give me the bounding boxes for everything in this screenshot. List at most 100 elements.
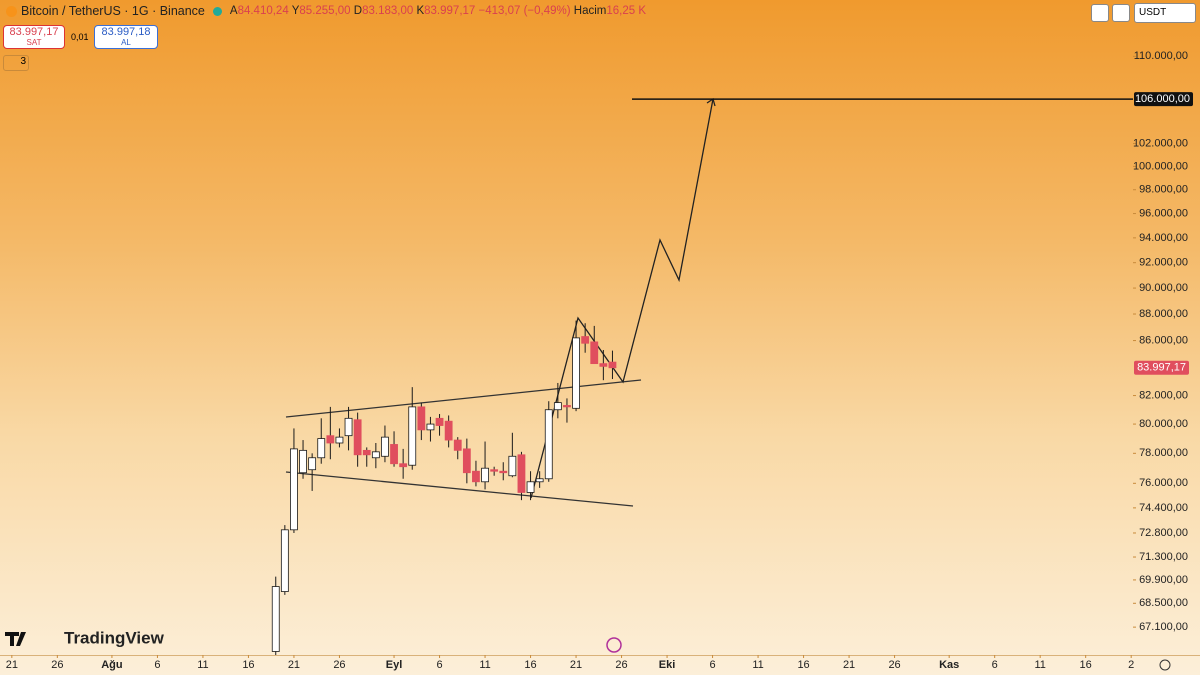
header: Bitcoin / TetherUS · 1G · Binance A84.41… — [6, 4, 646, 18]
screen-button[interactable] — [1112, 4, 1130, 22]
y-tick-label: 71.300,00 — [1139, 551, 1188, 563]
y-tick-label: 82.000,00 — [1139, 389, 1188, 401]
x-tick-label: Kas — [939, 659, 959, 671]
candle-body — [435, 417, 444, 426]
candle-body — [490, 469, 499, 472]
currency: USDT — [1139, 7, 1167, 18]
buy-button[interactable]: 83.997,18 AL — [94, 25, 158, 49]
projection-path — [530, 98, 714, 499]
ohlc-value: 84.410,24 — [237, 5, 289, 17]
candle-body — [462, 448, 471, 474]
candle-body — [472, 470, 480, 483]
x-tick-label: 16 — [1080, 659, 1092, 671]
buy-label: AL — [121, 38, 131, 47]
x-tick-label: 21 — [288, 659, 300, 671]
candle-body — [544, 409, 553, 480]
candle-body — [299, 449, 307, 474]
currency-select[interactable]: USDT — [1134, 3, 1196, 23]
x-tick-label: 11 — [752, 659, 763, 671]
x-tick-label: 21 — [6, 659, 18, 671]
ohlc: A84.410,24 Y85.255,00 D83.183,00 K83.997… — [230, 5, 646, 17]
x-tick-label: 6 — [709, 659, 715, 671]
indicators-count: 3 — [20, 56, 26, 67]
y-tick-label: 72.800,00 — [1139, 527, 1188, 539]
last-price-label: 83.997,17 — [1137, 362, 1186, 374]
y-tick-label: 92.000,00 — [1139, 257, 1188, 269]
x-tick-label: 11 — [1034, 659, 1045, 671]
x-tick-label: 26 — [615, 659, 627, 671]
candle-body — [308, 457, 317, 471]
x-tick-label: 16 — [242, 659, 254, 671]
symbol: Bitcoin / TetherUS · 1G · Binance — [21, 4, 205, 18]
candle-body — [526, 481, 535, 493]
y-tick-label: 96.000,00 — [1139, 207, 1188, 219]
sell-price: 83.997,17 — [9, 26, 59, 38]
candle-body — [317, 438, 326, 459]
x-tick-label: 6 — [436, 659, 442, 671]
buy-price: 83.997,18 — [101, 26, 151, 38]
ohlc-value: 83.997,17 — [424, 5, 476, 17]
candle-body — [381, 436, 389, 457]
y-tick-label: 110.000,00 — [1134, 50, 1188, 62]
download-button[interactable] — [1091, 4, 1109, 22]
candle-body — [426, 423, 435, 431]
candle-body — [344, 417, 353, 437]
candle-body — [453, 439, 462, 451]
candle-body — [499, 470, 508, 474]
volume-label: Hacim — [573, 5, 607, 17]
y-tick-label: 69.900,00 — [1139, 574, 1188, 586]
volume: 16,25 K — [606, 5, 647, 17]
candle-body — [608, 361, 617, 369]
y-tick-label: 76.000,00 — [1139, 477, 1188, 489]
x-tick-label: 6 — [154, 659, 160, 671]
candle-body — [271, 586, 280, 652]
ohlc-label: A — [229, 5, 238, 17]
change: −413,07 (−0,49%) — [478, 5, 571, 17]
x-tick-label: 21 — [843, 659, 855, 671]
x-tick-label: 11 — [479, 659, 490, 671]
y-tick-label: 90.000,00 — [1139, 282, 1188, 294]
candle-body — [417, 406, 426, 431]
candle-body — [599, 363, 608, 367]
candle-body — [444, 420, 453, 441]
settings-icon[interactable] — [1159, 659, 1171, 671]
x-tick-label: 26 — [888, 659, 900, 671]
y-tick-label: 78.000,00 — [1139, 447, 1188, 459]
y-tick-label: 102.000,00 — [1133, 137, 1188, 149]
candle-body — [290, 448, 298, 531]
ohlc-label: Y — [291, 5, 300, 17]
price-line-box — [1134, 92, 1193, 107]
ohlc-label: K — [416, 5, 425, 17]
x-tick-label: Ağu — [101, 659, 122, 671]
ohlc-label: D — [353, 5, 363, 17]
x-tick-label: Eyl — [386, 659, 403, 671]
y-tick-label: 68.500,00 — [1139, 597, 1188, 609]
brand: TradingView — [64, 628, 165, 647]
ohlc-value: 83.183,00 — [362, 5, 414, 17]
candle-body — [481, 467, 489, 483]
candle-body — [517, 454, 526, 493]
trend-line — [285, 471, 634, 507]
candle-body — [326, 435, 335, 444]
sell-button[interactable]: 83.997,17 SAT — [3, 25, 65, 49]
candle-body — [335, 436, 344, 444]
candle-body — [572, 337, 580, 409]
x-tick-label: Eki — [659, 659, 676, 671]
x-tick-label: 11 — [197, 659, 208, 671]
sell-label: SAT — [26, 38, 42, 47]
y-tick-label: 100.000,00 — [1133, 160, 1188, 172]
spread: 0,01 — [71, 32, 89, 42]
y-tick-label: 74.400,00 — [1139, 502, 1188, 514]
candle-body — [553, 402, 562, 411]
last-price-box — [1134, 360, 1189, 375]
y-tick-label: 80.000,00 — [1139, 418, 1188, 430]
x-tick-label: 26 — [51, 659, 63, 671]
x-tick-label: 26 — [333, 659, 345, 671]
x-tick-label: 21 — [570, 659, 582, 671]
flash-icon[interactable] — [606, 637, 622, 653]
candle-body — [280, 529, 289, 592]
candle-body — [390, 444, 398, 465]
indicators-toggle[interactable]: 3 — [3, 55, 29, 71]
